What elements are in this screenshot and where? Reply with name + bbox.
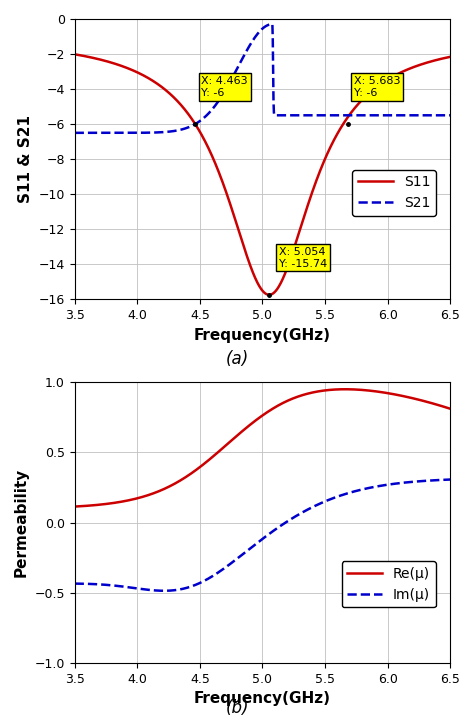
Text: X: 5.683
Y: -6: X: 5.683 Y: -6 bbox=[354, 76, 401, 98]
S11 bbox=[237, 230, 243, 239]
Text: X: 4.463
Y: -6: X: 4.463 Y: -6 bbox=[201, 76, 248, 98]
S11 bbox=[330, 138, 336, 146]
Text: X: 5.054
Y: -15.74: X: 5.054 Y: -15.74 bbox=[279, 247, 328, 269]
Im(μ) bbox=[330, 494, 336, 503]
S21 bbox=[330, 111, 336, 120]
S21 bbox=[365, 111, 371, 120]
S11 bbox=[266, 290, 272, 299]
Y-axis label: Permeability: Permeability bbox=[14, 468, 29, 577]
Line: Re(μ): Re(μ) bbox=[75, 390, 450, 507]
S21 bbox=[447, 111, 453, 120]
Re(μ) bbox=[237, 428, 243, 437]
S21 bbox=[237, 59, 243, 68]
Re(μ) bbox=[372, 387, 377, 395]
Im(μ) bbox=[372, 482, 377, 491]
Text: (b): (b) bbox=[225, 699, 249, 717]
Line: S21: S21 bbox=[75, 24, 450, 132]
Im(μ) bbox=[161, 587, 167, 595]
S11 bbox=[447, 53, 453, 61]
Re(μ) bbox=[224, 441, 229, 449]
S11 bbox=[110, 59, 116, 68]
X-axis label: Frequency(GHz): Frequency(GHz) bbox=[194, 328, 331, 343]
Im(μ) bbox=[224, 562, 230, 571]
Re(μ) bbox=[365, 386, 371, 395]
Legend: Re(μ), Im(μ): Re(μ), Im(μ) bbox=[342, 562, 436, 608]
Text: (a): (a) bbox=[225, 350, 249, 368]
Line: Im(μ): Im(μ) bbox=[75, 480, 450, 591]
S21 bbox=[372, 111, 377, 120]
Re(μ) bbox=[72, 503, 78, 511]
Line: S11: S11 bbox=[75, 54, 450, 294]
S11 bbox=[224, 189, 229, 197]
S11 bbox=[365, 90, 371, 99]
Re(μ) bbox=[110, 499, 116, 508]
Y-axis label: S11 & S21: S11 & S21 bbox=[18, 115, 33, 203]
S21 bbox=[224, 84, 229, 92]
Im(μ) bbox=[237, 552, 243, 560]
S21 bbox=[72, 128, 78, 137]
S11 bbox=[372, 84, 377, 93]
Re(μ) bbox=[342, 385, 348, 394]
S21 bbox=[270, 20, 275, 29]
S21 bbox=[110, 128, 116, 137]
Im(μ) bbox=[72, 580, 78, 588]
X-axis label: Frequency(GHz): Frequency(GHz) bbox=[194, 691, 331, 706]
Legend: S11, S21: S11, S21 bbox=[352, 170, 436, 216]
Im(μ) bbox=[365, 484, 371, 492]
Im(μ) bbox=[110, 581, 116, 590]
S11 bbox=[72, 50, 78, 58]
Re(μ) bbox=[330, 385, 336, 394]
Re(μ) bbox=[447, 405, 453, 413]
Im(μ) bbox=[447, 475, 453, 484]
